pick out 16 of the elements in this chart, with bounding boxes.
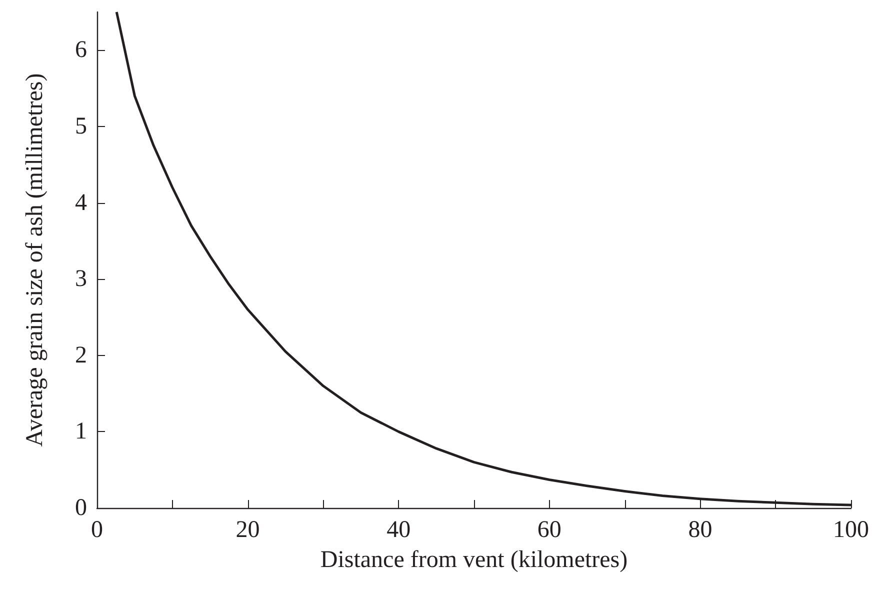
y-tick-label: 5 <box>75 113 87 140</box>
line-series <box>115 10 852 506</box>
x-axis-title: Distance from vent (kilometres) <box>320 547 628 573</box>
y-tick-label: 0 <box>75 495 87 521</box>
y-tick-label: 3 <box>75 266 87 292</box>
y-tick-label: 4 <box>75 190 87 216</box>
y-tick-label: 6 <box>75 37 87 64</box>
x-tick-label: 0 <box>91 517 103 543</box>
x-tick-label: 40 <box>386 517 411 543</box>
x-tick-label: 100 <box>833 517 869 543</box>
x-tick-label: 80 <box>688 517 712 543</box>
y-tick-label: 1 <box>75 418 87 445</box>
y-tick-label: 2 <box>75 342 87 368</box>
y-axis-title: Average grain size of ash (millimetres) <box>22 73 48 447</box>
x-tick-label: 60 <box>537 517 562 543</box>
x-tick-label: 20 <box>236 517 260 543</box>
